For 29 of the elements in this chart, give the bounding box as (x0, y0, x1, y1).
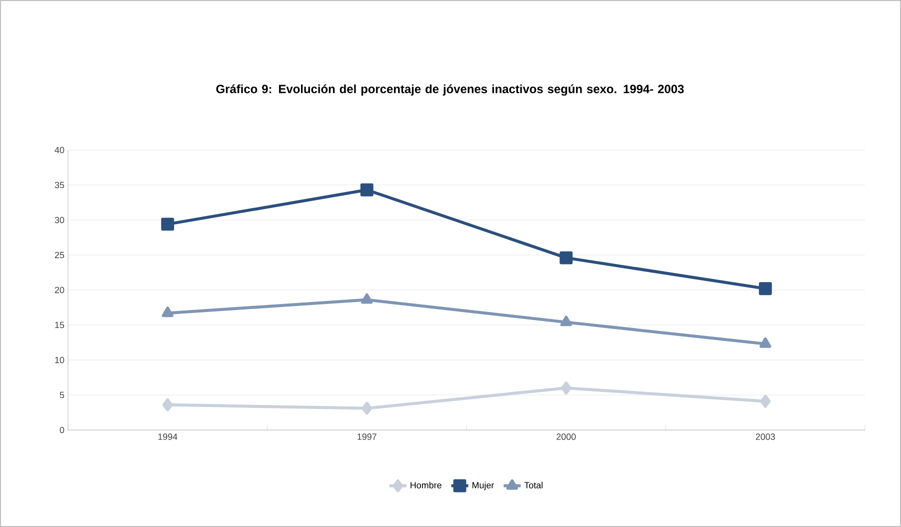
chart-title: Gráfico 9: Evolución del porcentaje de jóvenes inactivos según sexo. 1994- 2003 (216, 84, 684, 96)
y-tick-label: 15 (55, 322, 64, 328)
point (162, 398, 173, 412)
legend-label: Hombre (410, 482, 442, 488)
x-tick-label: 1997 (358, 434, 376, 440)
x-tick-label: 1994 (158, 434, 178, 440)
y-tick-label: 10 (55, 356, 64, 364)
y-tick-label: 20 (54, 286, 64, 294)
y-tick-label: 5 (60, 392, 64, 398)
point (560, 382, 572, 394)
legend-label: Mujer (472, 482, 494, 490)
y-tick-label: 35 (54, 182, 64, 188)
y-tick-label: 40 (54, 146, 64, 154)
point (758, 282, 772, 296)
x-tick-label: 2003 (756, 434, 775, 440)
point (760, 394, 771, 408)
point (362, 402, 372, 415)
y-tick-label: 30 (54, 216, 64, 224)
point (361, 293, 373, 304)
point (760, 337, 772, 348)
y-tick-label: 25 (54, 252, 64, 258)
point (560, 251, 573, 264)
point (360, 183, 374, 196)
point (560, 316, 572, 326)
point (162, 306, 174, 318)
point (161, 218, 174, 231)
legend-label: Total (524, 482, 542, 488)
x-tick-label: 2000 (556, 434, 576, 440)
y-tick-label: 0 (60, 426, 64, 434)
